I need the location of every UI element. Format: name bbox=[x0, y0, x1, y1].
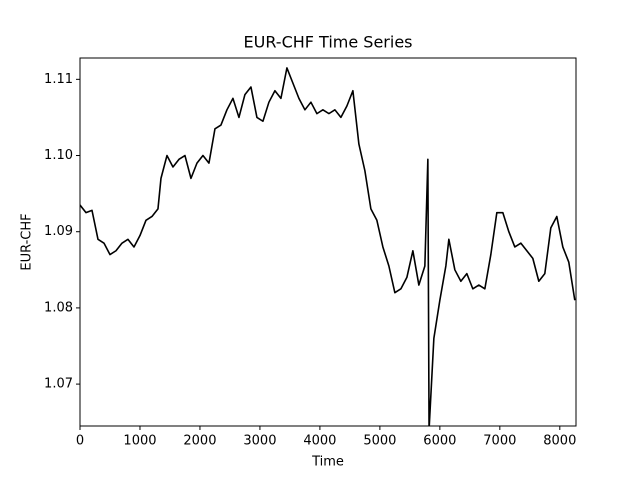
y-tick-label: 1.07 bbox=[44, 377, 73, 392]
x-tick-label: 2000 bbox=[183, 434, 216, 449]
x-tick-label: 4000 bbox=[303, 434, 336, 449]
plot-frame bbox=[79, 57, 577, 427]
x-tick-label: 7000 bbox=[483, 434, 516, 449]
x-axis-label: Time bbox=[311, 455, 344, 470]
x-tick-label: 8000 bbox=[543, 434, 576, 449]
y-axis-label: EUR-CHF bbox=[20, 213, 35, 270]
x-tick-label: 5000 bbox=[363, 434, 396, 449]
x-tick-label: 0 bbox=[76, 434, 84, 449]
y-tick-label: 1.11 bbox=[44, 72, 73, 87]
y-tick-label: 1.10 bbox=[44, 148, 73, 163]
x-tick-label: 6000 bbox=[423, 434, 456, 449]
y-tick-label: 1.08 bbox=[44, 300, 73, 315]
x-tick-label: 1000 bbox=[123, 434, 156, 449]
chart-title: EUR-CHF Time Series bbox=[244, 33, 413, 52]
x-tick-label: 3000 bbox=[243, 434, 276, 449]
data-line bbox=[80, 67, 576, 426]
y-tick-label: 1.09 bbox=[44, 224, 73, 239]
